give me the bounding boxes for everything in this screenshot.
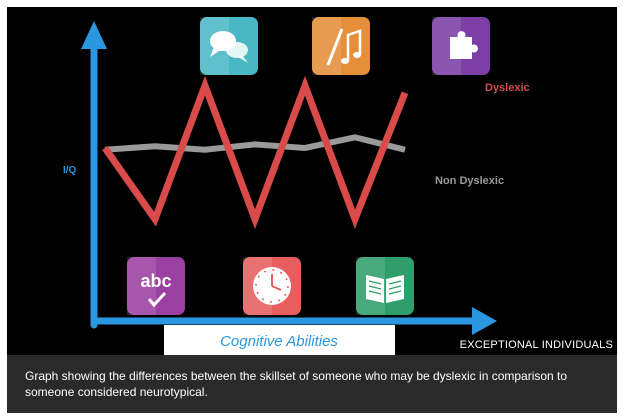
svg-text:abc: abc bbox=[140, 271, 171, 291]
label-layer: Dyslexic Non Dyslexic I/Q Cognitive Abiliti… bbox=[63, 82, 530, 355]
y-axis-arrow bbox=[81, 21, 107, 49]
x-axis-label: Cognitive Abilities bbox=[220, 333, 338, 350]
series-line-non-dyslexic bbox=[104, 134, 406, 153]
series-line-dyslexic bbox=[102, 75, 409, 230]
art-music-icon bbox=[312, 17, 370, 75]
caption-text: Graph showing the differences between th… bbox=[25, 369, 568, 399]
series-label-dyslexic: Dyslexic bbox=[485, 82, 530, 94]
puzzle-icon bbox=[432, 17, 490, 75]
caption-bar: Graph showing the differences between th… bbox=[7, 355, 617, 413]
series-label-non-dyslexic: Non Dyslexic bbox=[435, 175, 504, 187]
x-axis-label-box bbox=[164, 325, 395, 355]
chart-axes bbox=[81, 21, 497, 335]
book-icon bbox=[356, 257, 414, 315]
icon-layer: abc bbox=[127, 17, 490, 315]
clock-icon bbox=[243, 257, 301, 315]
y-axis-label: I/Q bbox=[63, 165, 77, 176]
brand-watermark: EXCEPTIONAL INDIVIDUALS bbox=[459, 339, 613, 351]
x-axis-arrow bbox=[472, 307, 497, 335]
series-layer bbox=[102, 75, 409, 230]
chart-svg: abc Dyslexic Non Dyslexic I/Q Cognitive Abi… bbox=[63, 17, 530, 355]
speech-bubbles-icon bbox=[200, 17, 258, 75]
abc-check-icon: abc bbox=[127, 257, 185, 315]
chart-figure: abc Dyslexic Non Dyslexic I/Q Cognitive Abi… bbox=[7, 7, 617, 355]
